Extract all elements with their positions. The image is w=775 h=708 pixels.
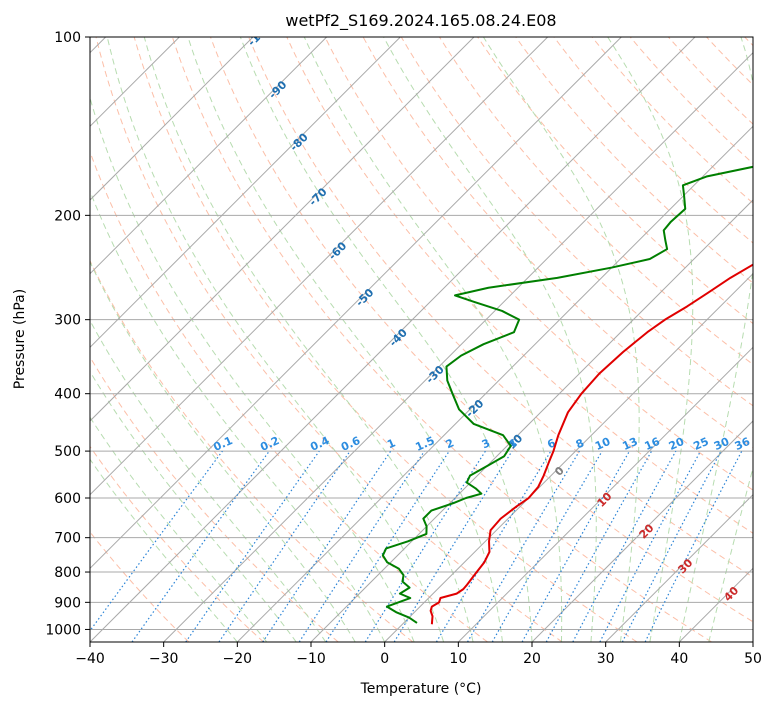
x-tick-label: 50	[744, 651, 762, 667]
y-tick-label: 900	[54, 595, 81, 611]
mixing-ratio-labels: 0.1 0.2 0.4 0.6 1 1.5 2 3 4 6 8 10 13 16 20 25 30 36	[211, 434, 752, 454]
dry-adiabat	[133, 37, 638, 642]
isotherms	[90, 37, 753, 642]
isotherm-line	[236, 125, 753, 642]
x-tick-label: −40	[75, 651, 105, 667]
dry-adiabat	[171, 37, 712, 642]
isotherm-line	[90, 37, 328, 275]
y-tick-label: 600	[54, 491, 81, 507]
dry-adiabat	[248, 37, 753, 578]
mixing-ratio-line	[185, 450, 320, 642]
x-tick-label: −30	[149, 651, 179, 667]
profiles	[381, 165, 753, 625]
moist-adiabat	[239, 37, 533, 642]
y-tick-label: 700	[54, 531, 81, 547]
mixing-ratio-label: 10	[593, 435, 613, 453]
x-axis-title: Temperature (°C)	[360, 681, 482, 697]
mixing-ratio-line	[298, 450, 425, 642]
mixing-ratio-line	[545, 450, 653, 642]
mixing-ratio-line	[644, 450, 743, 642]
y-tick-label: 800	[54, 565, 81, 581]
y-axis: 100 200 300 400 500 600 700 800 900 1000	[45, 30, 90, 638]
mixing-ratio-line	[393, 450, 513, 642]
dewpoint-profile	[381, 165, 753, 624]
y-tick-label: 500	[54, 444, 81, 460]
isotherm-line	[457, 346, 753, 642]
mixing-ratio-line	[521, 450, 631, 642]
moist-adiabat	[90, 189, 386, 642]
moist-adiabat	[383, 37, 597, 642]
moist-adiabat	[90, 416, 268, 642]
dry-adiabat	[90, 259, 414, 642]
isotherm-line	[384, 272, 753, 642]
dry-adiabat	[286, 37, 753, 534]
isotherm-line	[90, 37, 622, 570]
moist-adiabat	[143, 37, 474, 642]
x-tick-label: 40	[670, 651, 688, 667]
mixing-ratio-line	[131, 450, 270, 642]
moist-adiabat	[303, 37, 563, 642]
moist-adiabat	[482, 37, 640, 642]
dry-adiabat	[90, 445, 264, 642]
x-tick-label: 10	[449, 651, 467, 667]
dry-adiabat	[210, 37, 753, 623]
mixing-ratio-line	[262, 450, 392, 642]
moist-adiabat	[187, 37, 504, 642]
x-tick-label: −10	[296, 651, 326, 667]
y-tick-label: 100	[54, 30, 81, 46]
isotherm-line	[531, 420, 753, 642]
y-tick-label: 300	[54, 313, 81, 329]
moist-adiabat	[708, 466, 753, 642]
x-tick-label: 20	[523, 651, 541, 667]
x-axis: −40 −30 −20 −10 0 10 20 30 40 50	[75, 642, 762, 667]
plot-frame	[89, 36, 754, 643]
isotherm-line	[90, 37, 254, 201]
plot-area: -100-90-80-70-60-50-40-30-20-10010203040…	[90, 20, 753, 642]
mixing-ratio-label: 36	[733, 435, 753, 453]
dry-adiabat	[95, 37, 563, 642]
y-tick-label: 200	[54, 208, 81, 224]
moist-adiabat	[90, 458, 238, 642]
moist-adiabat	[90, 319, 327, 642]
x-tick-label: −20	[223, 651, 253, 667]
dry-adiabat	[90, 356, 339, 642]
mixing-ratio-label: 13	[620, 435, 639, 453]
mixing-ratio-line	[325, 450, 450, 642]
x-tick-label: 30	[597, 651, 615, 667]
isotherm-label: -100	[245, 20, 274, 49]
mixing-ratio-label: 16	[643, 435, 663, 453]
isotherm-line	[90, 37, 475, 422]
isotherm-line	[90, 37, 696, 642]
mixing-ratio-label: 20	[667, 435, 687, 453]
temperature-profile	[429, 263, 753, 625]
isotherm-line	[90, 37, 401, 349]
x-tick-label: 0	[380, 651, 389, 667]
moist-adiabat	[106, 37, 445, 642]
isotherm-line	[163, 51, 753, 642]
y-tick-label: 400	[54, 387, 81, 403]
isotherm-line	[90, 37, 549, 496]
moist-adiabat	[90, 370, 297, 642]
y-axis-title: Pressure (hPa)	[12, 289, 28, 389]
mixing-ratio-line	[572, 450, 677, 642]
mixing-ratio-line	[218, 450, 351, 642]
dry-adiabats	[90, 37, 753, 642]
mixing-ratio-line	[90, 450, 223, 632]
moist-adiabats	[90, 37, 753, 642]
y-tick-label: 1000	[45, 622, 81, 638]
dry-adiabat	[324, 37, 753, 491]
dry-adiabat	[515, 37, 753, 284]
moist-adiabat	[678, 37, 753, 642]
moist-adiabat	[90, 260, 356, 642]
mixing-ratio-label: 25	[691, 435, 710, 453]
mixing-ratio-lines	[90, 450, 743, 642]
isotherm-line	[310, 199, 753, 642]
isotherm-line	[605, 493, 753, 642]
moist-adiabat	[607, 37, 694, 642]
chart-title: wetPf2_S169.2024.165.08.24.E08	[285, 11, 556, 31]
mixing-ratio-label: 30	[712, 435, 732, 453]
